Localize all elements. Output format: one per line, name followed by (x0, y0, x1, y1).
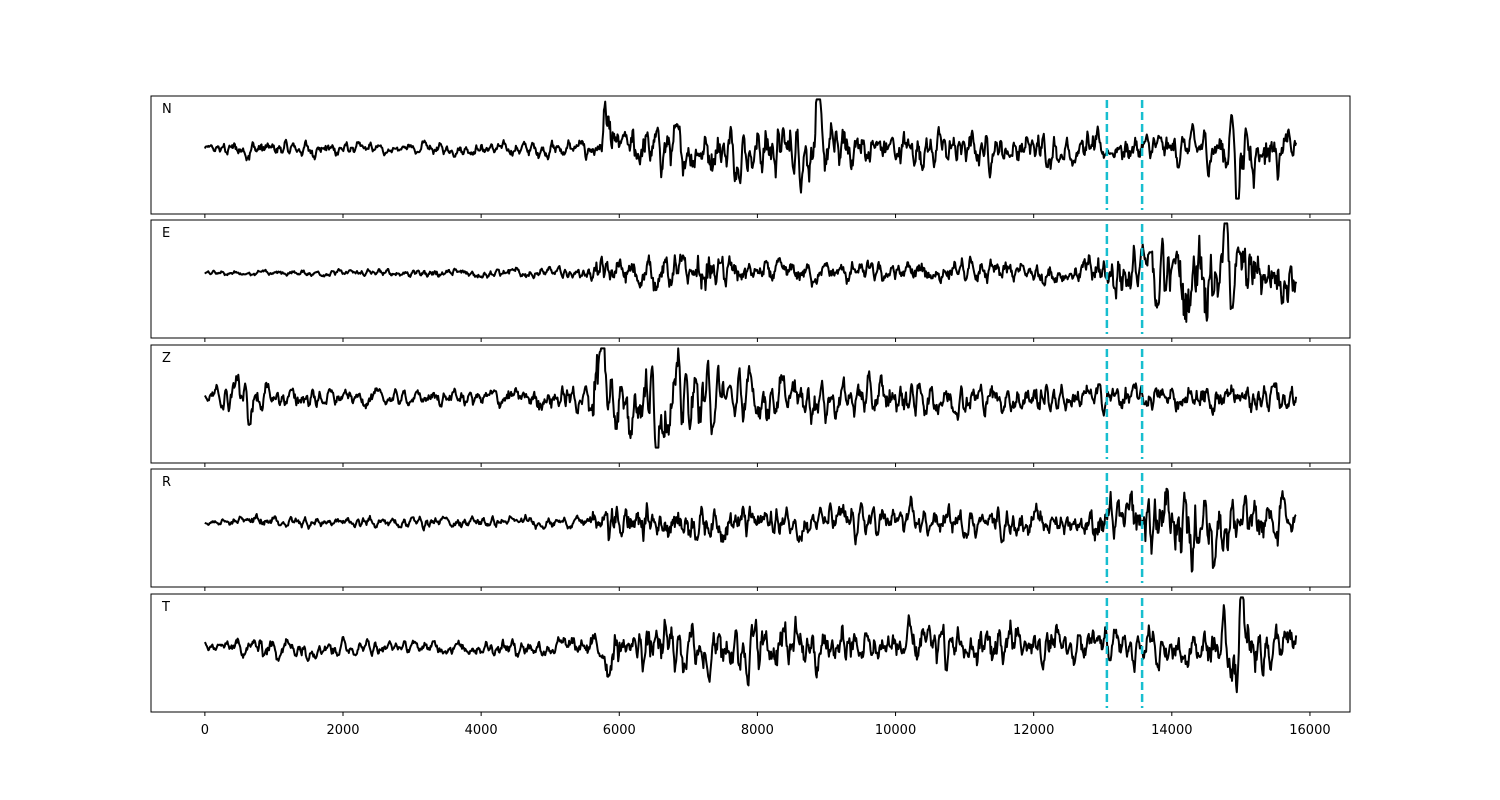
panel-label: Z (162, 351, 171, 366)
x-tick-label: 12000 (1013, 723, 1054, 738)
panel-t: T (150, 593, 1351, 716)
panel-frame (150, 344, 1351, 464)
trace-line (203, 98, 1298, 200)
trace-line (204, 596, 1298, 694)
panel-e: E (150, 219, 1351, 342)
x-tick-label: 16000 (1289, 723, 1330, 738)
x-tick-label: 6000 (603, 723, 636, 738)
panel-label: R (162, 475, 171, 490)
trace-line (204, 487, 1297, 573)
x-tick-label: 8000 (741, 723, 774, 738)
panel-label: E (162, 226, 170, 241)
x-axis: 0 2000 4000 6000 8000 10000 12000 14000 16000 (201, 723, 1331, 738)
panel-label: T (161, 600, 170, 615)
x-tick-label: 14000 (1151, 723, 1192, 738)
panel-frame (150, 219, 1351, 339)
x-tick-label: 2000 (326, 723, 359, 738)
trace-line (204, 347, 1298, 449)
panel-z: Z (150, 344, 1351, 467)
panel-label: N (162, 102, 172, 117)
x-tick-label: 10000 (875, 723, 916, 738)
panels-group: N E Z R T (150, 95, 1351, 716)
panel-r: R (150, 468, 1351, 591)
panel-n: N (150, 95, 1351, 218)
x-tick-label: 4000 (465, 723, 498, 738)
trace-line (204, 222, 1298, 323)
x-tick-label: 0 (201, 723, 209, 738)
